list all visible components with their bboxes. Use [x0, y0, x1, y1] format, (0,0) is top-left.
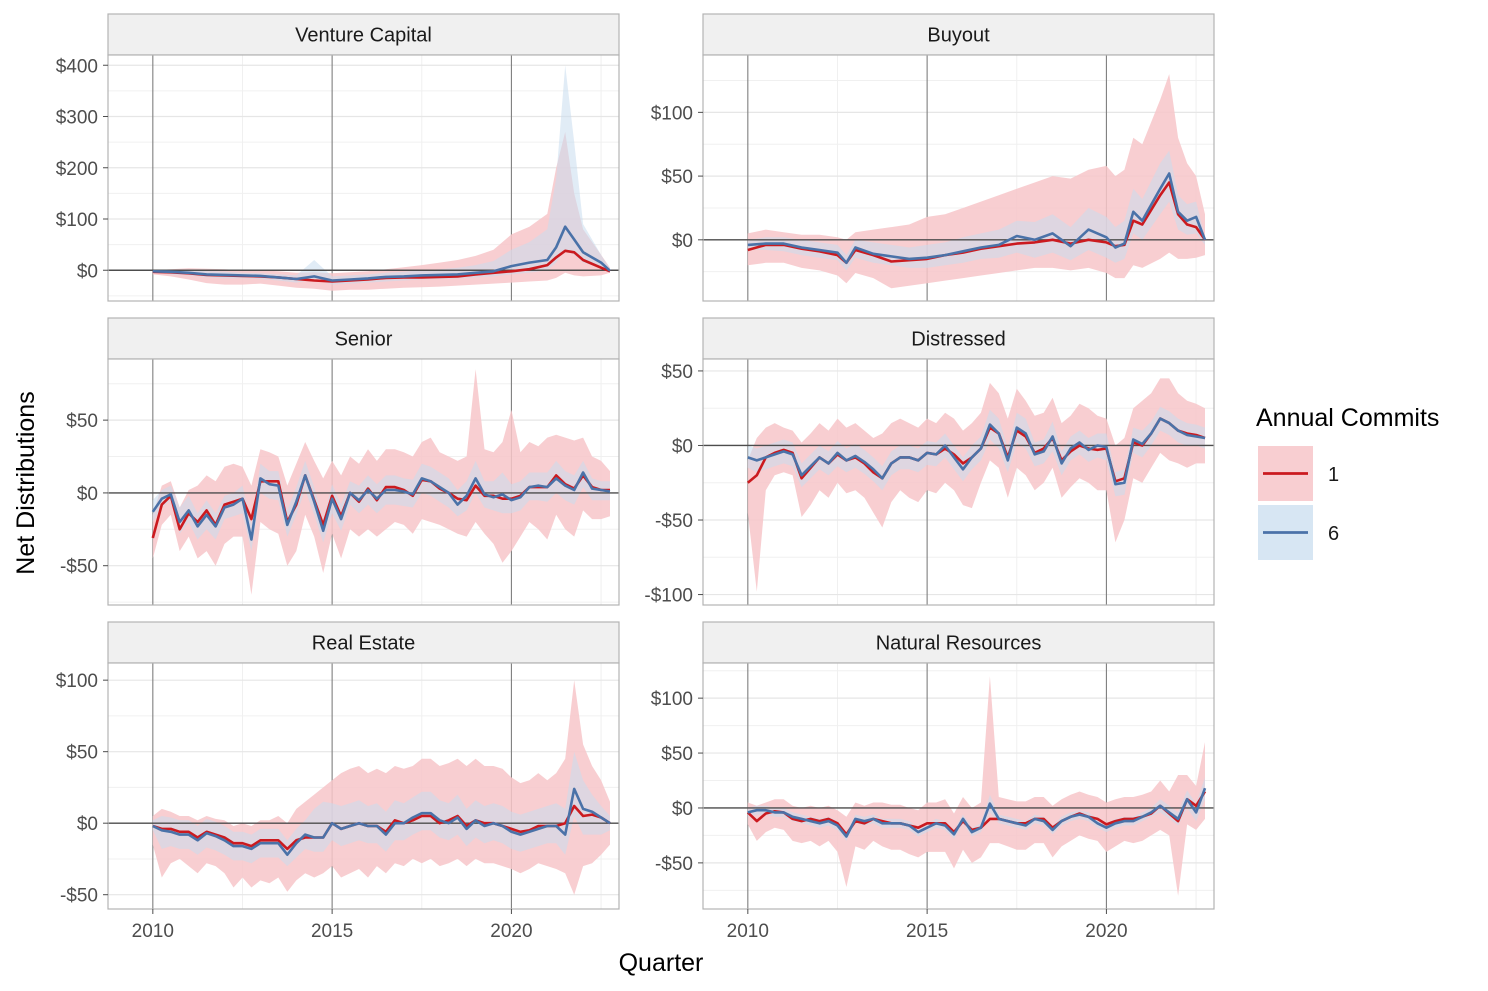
band-distressed-series-1	[747, 378, 1205, 592]
strip-senior	[107, 317, 620, 360]
band-natural-resources-series-1	[747, 676, 1205, 896]
strip-title-venture-capital: Venture Capital	[295, 25, 432, 47]
panel-real-estate: Real Estate -$50 $0 $50 $100 2010 2015 2020	[56, 621, 620, 942]
y-tick-label-real-estate: -$50	[60, 886, 98, 907]
strip-title-distressed: Distressed	[911, 329, 1005, 351]
panel-distressed: Distressed -$100 -$50 $0 $50	[644, 317, 1215, 607]
y-tick-label-senior: -$50	[60, 557, 98, 578]
strip-title-senior: Senior	[335, 329, 393, 351]
panels-layer: Venture Capital $0 $100 $200 $300 $400 Buyout $…	[56, 13, 1215, 942]
legend-label-1: 1	[1328, 464, 1339, 486]
x-tick-label-natural-resources: 2010	[727, 921, 769, 942]
legend-key-6: 6	[1258, 505, 1339, 560]
line-buyout-series-1	[747, 181, 1207, 265]
panel-venture-capital: Venture Capital $0 $100 $200 $300 $400	[56, 13, 620, 302]
y-tick-label-natural-resources: $50	[661, 744, 693, 765]
line-distressed-series-6	[747, 417, 1206, 486]
strip-natural-resources	[702, 621, 1215, 664]
y-tick-label-buyout: $0	[672, 231, 693, 252]
legend-label-6: 6	[1328, 523, 1339, 545]
plot-area-natural-resources	[703, 663, 1214, 909]
y-tick-label-real-estate: $0	[77, 814, 98, 835]
y-tick-label-senior: $50	[66, 411, 98, 432]
legend-title: Annual Commits	[1256, 404, 1439, 432]
y-tick-label-distressed: -$100	[644, 586, 693, 607]
y-tick-label-venture-capital: $100	[56, 210, 98, 231]
strip-distressed	[702, 317, 1215, 360]
strip-title-natural-resources: Natural Resources	[876, 633, 1042, 655]
y-tick-label-buyout: $50	[661, 167, 693, 188]
y-tick-label-natural-resources: $0	[672, 799, 693, 820]
strip-title-buyout: Buyout	[927, 25, 990, 47]
y-tick-label-real-estate: $100	[56, 671, 98, 692]
y-tick-label-venture-capital: $0	[77, 261, 98, 282]
y-tick-label-natural-resources: -$50	[655, 854, 693, 875]
x-tick-label-real-estate: 2015	[311, 921, 353, 942]
panel-border-venture-capital	[107, 54, 620, 302]
line-venture-capital-series-6	[152, 225, 611, 282]
band-real-estate-series-6	[152, 751, 611, 867]
line-buyout-series-6	[747, 172, 1207, 265]
y-tick-label-venture-capital: $300	[56, 108, 98, 129]
y-tick-label-distressed: -$50	[655, 511, 693, 532]
panel-senior: Senior -$50 $0 $50	[60, 317, 620, 606]
x-tick-label-natural-resources: 2015	[906, 921, 948, 942]
y-tick-label-natural-resources: $100	[651, 689, 693, 710]
y-tick-label-real-estate: $50	[66, 743, 98, 764]
strip-buyout	[702, 13, 1215, 56]
x-tick-label-natural-resources: 2020	[1085, 921, 1127, 942]
strip-venture-capital	[107, 13, 620, 56]
panel-border-natural-resources	[702, 662, 1215, 910]
line-real-estate-series-6	[152, 787, 611, 856]
y-axis-title: Net Distributions	[12, 391, 40, 574]
band-venture-capital-series-6	[152, 65, 611, 285]
y-tick-label-senior: $0	[77, 484, 98, 505]
panel-natural-resources: Natural Resources -$50 $0 $50 $100 2010 2015 20…	[651, 621, 1215, 942]
panel-border-buyout	[702, 54, 1215, 302]
panel-border-distressed	[702, 358, 1215, 606]
band-venture-capital-series-1	[152, 131, 611, 291]
strip-title-real-estate: Real Estate	[312, 633, 415, 655]
line-natural-resources-series-6	[747, 787, 1207, 838]
legend-keys: 16	[1258, 446, 1339, 560]
y-tick-label-distressed: $0	[672, 436, 693, 457]
panel-buyout: Buyout $0 $50 $100	[651, 13, 1215, 302]
y-tick-label-venture-capital: $400	[56, 56, 98, 77]
legend-key-1: 1	[1258, 446, 1339, 501]
legend: Annual Commits 16	[1256, 404, 1439, 560]
x-tick-label-real-estate: 2020	[490, 921, 532, 942]
y-tick-label-venture-capital: $200	[56, 159, 98, 180]
x-tick-label-real-estate: 2010	[132, 921, 174, 942]
strip-real-estate	[107, 621, 620, 664]
line-senior-series-6	[151, 471, 611, 541]
x-axis-title: Quarter	[619, 949, 704, 977]
y-tick-label-buyout: $100	[651, 103, 693, 124]
y-tick-label-distressed: $50	[661, 362, 693, 383]
panel-border-real-estate	[107, 662, 620, 910]
panel-border-senior	[107, 358, 620, 606]
